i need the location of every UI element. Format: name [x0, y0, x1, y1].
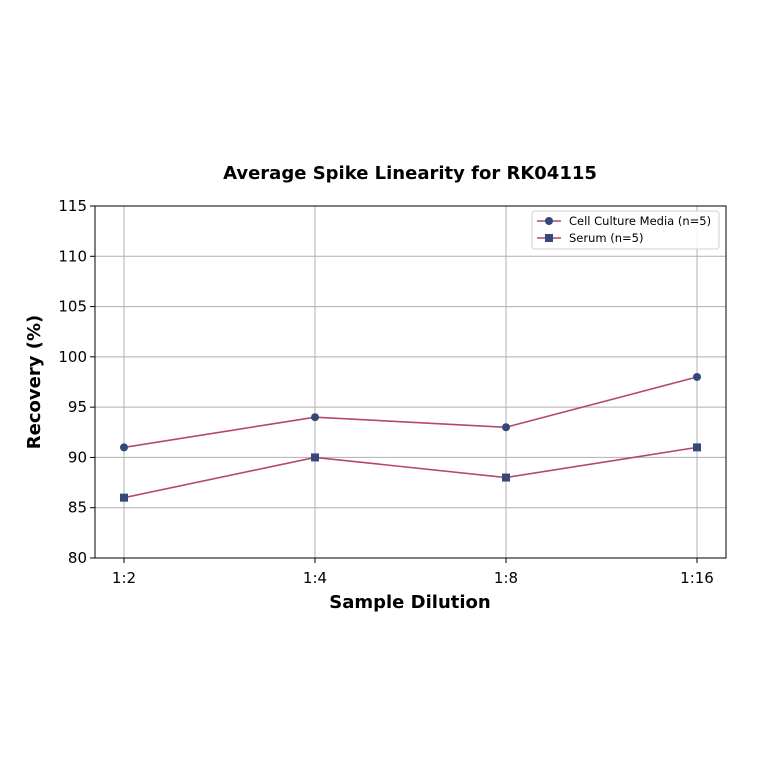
- x-tick-label: 1:16: [680, 569, 714, 587]
- series-line: [123, 376, 698, 449]
- series-line: [123, 446, 698, 499]
- x-axis-label: Sample Dilution: [329, 592, 490, 613]
- legend-label: Serum (n=5): [569, 231, 643, 245]
- y-tick-label: 90: [68, 448, 87, 466]
- data-point-circle: [502, 423, 510, 432]
- data-point-square: [545, 234, 553, 242]
- plot-frame: [94, 205, 727, 559]
- series-circle: [120, 372, 701, 452]
- y-tick-label: 115: [58, 197, 87, 215]
- y-tick-label: 100: [58, 348, 87, 366]
- data-point-square: [311, 453, 319, 462]
- legend: Cell Culture Media (n=5) Serum (n=5): [531, 210, 720, 250]
- y-tick-label: 110: [58, 247, 87, 265]
- legend-item: Cell Culture Media (n=5): [537, 214, 711, 228]
- legend-label: Cell Culture Media (n=5): [569, 214, 711, 228]
- series-square: [120, 443, 701, 502]
- data-point-square: [120, 493, 128, 502]
- y-tick-label: 105: [58, 298, 87, 316]
- y-tick-label: 95: [68, 398, 87, 416]
- grid: [95, 205, 726, 559]
- y-axis-label: Recovery (%): [24, 315, 45, 449]
- series-group: [120, 372, 701, 502]
- x-tick-label: 1:4: [303, 569, 327, 587]
- x-axis: 1:2 1:4 1:8 1:16: [112, 558, 714, 587]
- y-tick-label: 80: [68, 549, 87, 567]
- data-point-circle: [545, 217, 553, 225]
- x-tick-label: 1:2: [112, 569, 136, 587]
- legend-item: Serum (n=5): [537, 231, 643, 245]
- data-point-circle: [311, 413, 319, 422]
- y-axis: 80 85 90 95 100 105 110 115: [58, 197, 95, 567]
- data-point-square: [693, 443, 701, 452]
- data-point-square: [502, 473, 510, 482]
- chart-title: Average Spike Linearity for RK04115: [223, 163, 597, 184]
- legend-box: [531, 210, 720, 250]
- y-tick-label: 85: [68, 499, 87, 517]
- data-point-circle: [120, 443, 128, 452]
- x-tick-label: 1:8: [494, 569, 518, 587]
- data-point-circle: [693, 372, 701, 381]
